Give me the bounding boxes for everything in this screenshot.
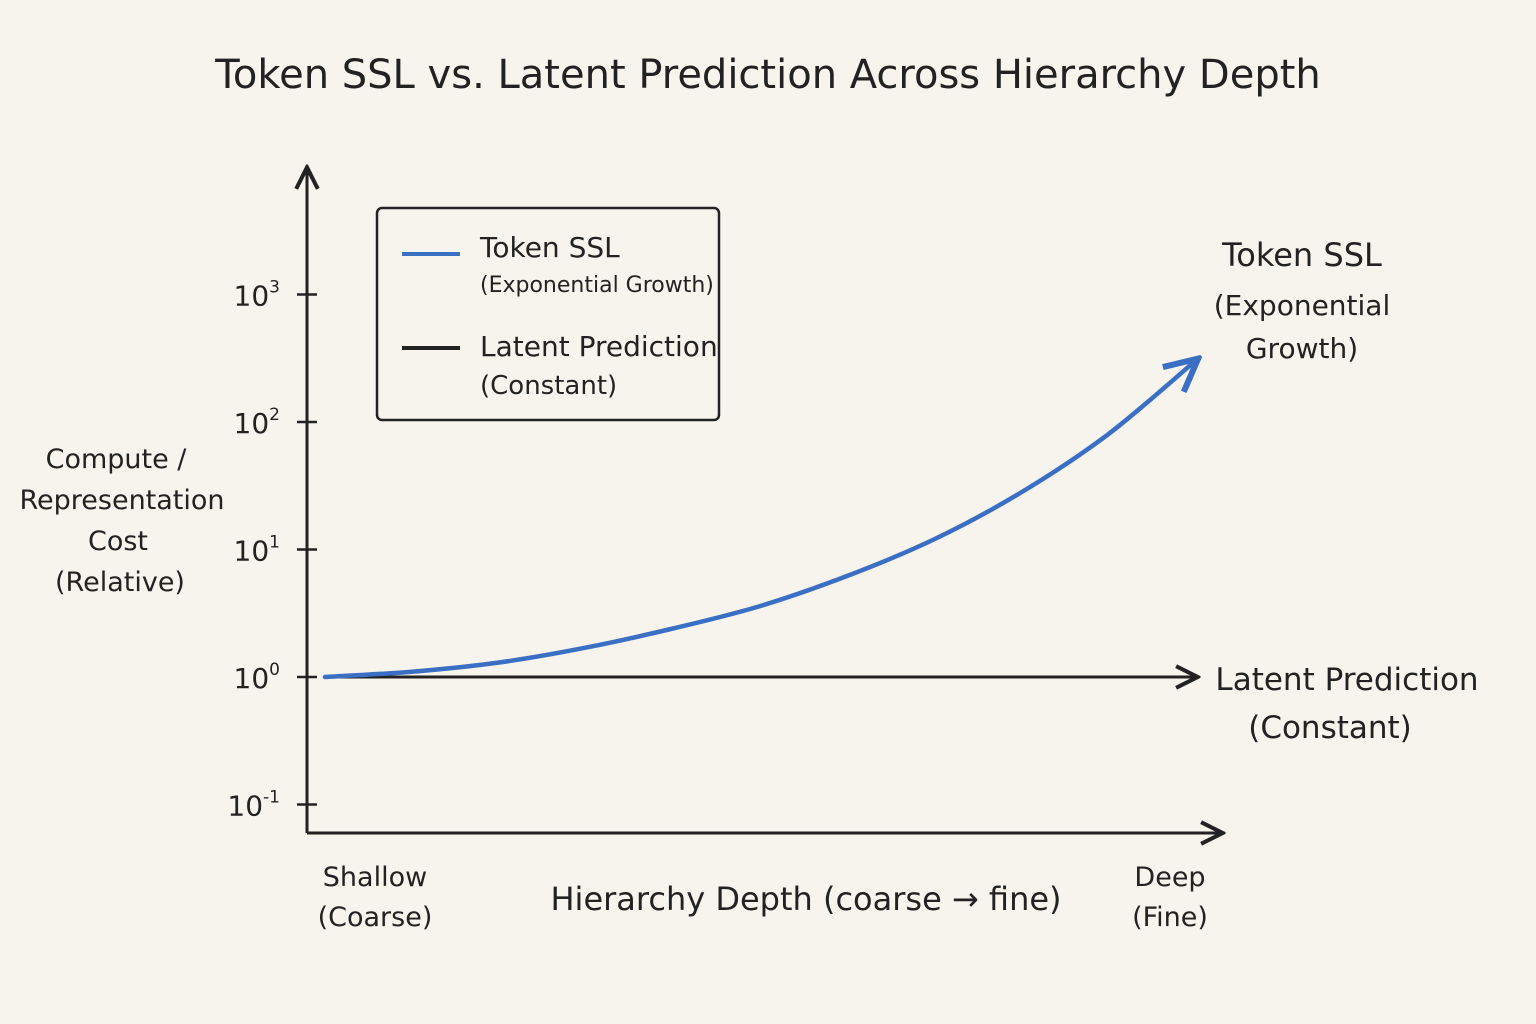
y-tick-label: 100 [234, 660, 280, 695]
legend-box [375, 206, 721, 422]
y-axis-label-line: Cost [88, 526, 148, 557]
legend: Token SSL (Exponential Growth) Latent Pr… [375, 206, 721, 422]
legend-sublabel-token-ssl: (Exponential Growth) [480, 273, 714, 298]
legend-label-token-ssl: Token SSL [479, 231, 620, 264]
y-axis-label: Compute / Representation Cost (Relative) [19, 444, 224, 598]
y-tick-label: 102 [234, 405, 280, 440]
inline-label-line: (Constant) [1248, 710, 1412, 746]
inline-label-line: Latent Prediction [1215, 662, 1478, 698]
y-tick-label: 101 [234, 533, 280, 568]
chart-title: Token SSL vs. Latent Prediction Across H… [214, 52, 1321, 98]
inline-label-latent-prediction: Latent Prediction (Constant) [1215, 662, 1478, 746]
y-tick-label: 10-1 [227, 788, 280, 823]
x-start-label: Shallow [323, 862, 427, 893]
legend-sublabel-latent-prediction: (Constant) [480, 371, 617, 401]
series-line-token-ssl [322, 361, 1195, 680]
inline-label-line: (Exponential [1214, 289, 1391, 322]
y-axis-label-line: (Relative) [55, 567, 185, 598]
y-ticks: 103 102 101 100 10-1 [227, 278, 317, 823]
y-tick-label: 103 [234, 278, 280, 313]
x-start-sublabel: (Coarse) [318, 902, 433, 933]
inline-label-token-ssl: Token SSL (Exponential Growth) [1214, 236, 1391, 365]
y-axis-label-line: Representation [19, 485, 224, 516]
inline-label-line: Growth) [1246, 332, 1358, 365]
x-axis-label: Hierarchy Depth (coarse → fine) [550, 880, 1061, 918]
x-end-sublabel: (Fine) [1132, 902, 1208, 933]
y-axis-label-line: Compute / [46, 444, 188, 475]
x-end-label: Deep [1134, 862, 1205, 893]
legend-label-latent-prediction: Latent Prediction [480, 330, 718, 363]
inline-label-line: Token SSL [1221, 236, 1382, 274]
